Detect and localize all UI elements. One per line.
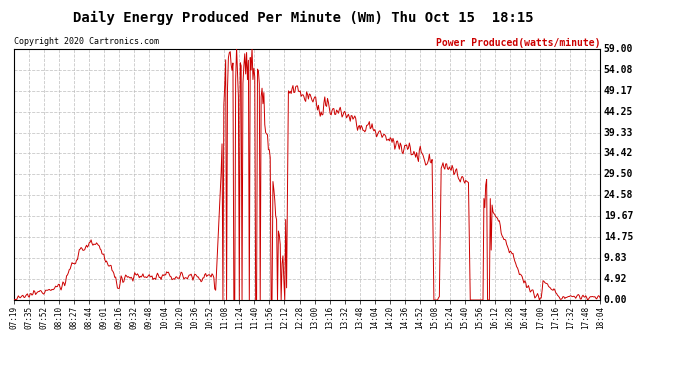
Text: Daily Energy Produced Per Minute (Wm) Thu Oct 15  18:15: Daily Energy Produced Per Minute (Wm) Th… [73,11,534,26]
Text: 24.58: 24.58 [604,190,633,200]
Text: 14.75: 14.75 [604,232,633,242]
Text: Power Produced(watts/minute): Power Produced(watts/minute) [436,38,600,48]
Text: 34.42: 34.42 [604,148,633,158]
Text: 44.25: 44.25 [604,106,633,117]
Text: 29.50: 29.50 [604,170,633,179]
Text: 59.00: 59.00 [604,44,633,54]
Text: 4.92: 4.92 [604,274,627,284]
Text: 49.17: 49.17 [604,86,633,96]
Text: 0.00: 0.00 [604,295,627,305]
Text: 54.08: 54.08 [604,65,633,75]
Text: 9.83: 9.83 [604,253,627,263]
Text: 19.67: 19.67 [604,211,633,221]
Text: Copyright 2020 Cartronics.com: Copyright 2020 Cartronics.com [14,38,159,46]
Text: 39.33: 39.33 [604,128,633,138]
